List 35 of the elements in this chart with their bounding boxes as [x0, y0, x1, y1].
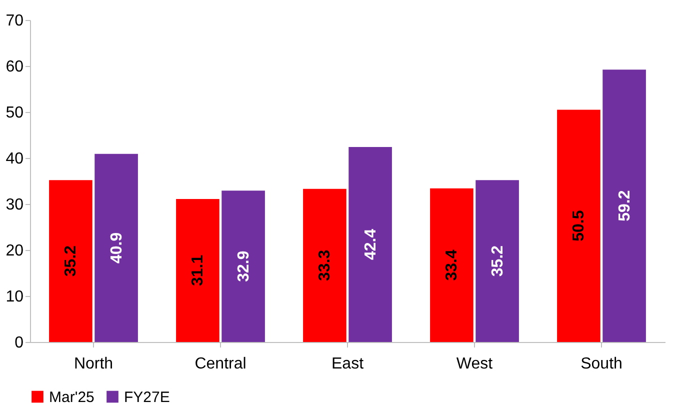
data-label: 33.3: [316, 250, 334, 281]
data-label: 32.9: [235, 250, 252, 282]
y-tick-label: 60: [6, 58, 24, 76]
data-label: 42.4: [362, 228, 380, 260]
x-tick-label: South: [580, 356, 622, 372]
legend-label: Mar'25: [49, 388, 94, 406]
bar: [602, 70, 646, 342]
bar: [94, 154, 138, 342]
x-tick-label: West: [456, 356, 494, 372]
y-tick-label: 10: [6, 288, 24, 306]
legend-label: FY27E: [124, 388, 170, 406]
y-tick-label: 20: [6, 242, 24, 260]
y-tick-label: 0: [14, 334, 24, 352]
data-label: 59.2: [616, 190, 634, 222]
data-label: 50.5: [570, 210, 588, 242]
bar: [557, 110, 600, 342]
data-label: 35.2: [62, 245, 80, 277]
data-label: 40.9: [108, 232, 126, 264]
y-tick-label: 70: [6, 12, 24, 30]
x-tick-label: East: [331, 356, 364, 372]
x-tick-label: Central: [194, 356, 246, 372]
bar: [222, 190, 265, 342]
data-label: 33.4: [444, 250, 461, 281]
data-label: 31.1: [190, 254, 207, 286]
bar: [303, 188, 346, 342]
data-label: 35.2: [489, 245, 506, 277]
bar: [176, 198, 220, 342]
bar: [49, 180, 92, 342]
y-tick-label: 30: [6, 196, 24, 214]
bar: [348, 146, 392, 342]
bar: [476, 180, 519, 342]
bar: [430, 188, 474, 342]
y-tick-label: 40: [6, 150, 24, 168]
y-tick-label: 50: [6, 104, 24, 122]
x-tick-label: North: [74, 356, 114, 372]
